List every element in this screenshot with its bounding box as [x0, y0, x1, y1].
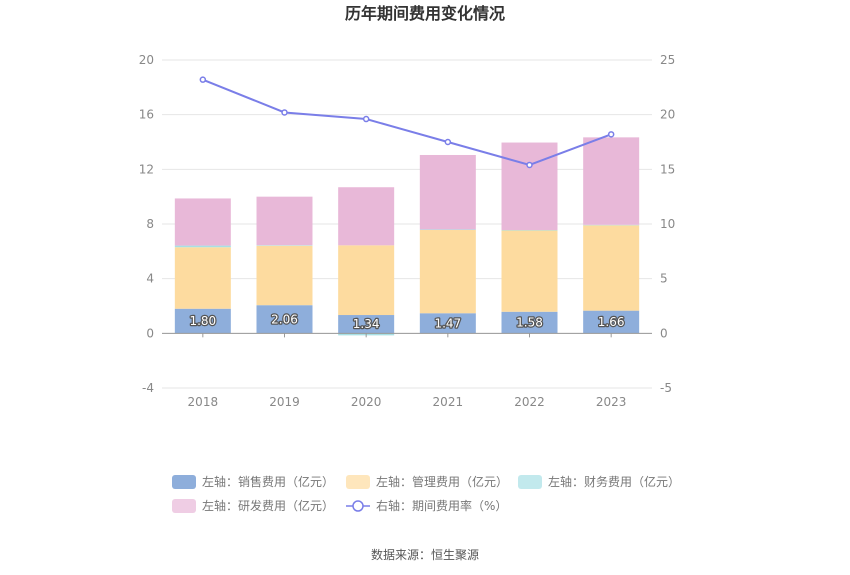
bar-data-label: 1.58	[516, 316, 543, 330]
legend-label: 左轴：研发费用（亿元）	[202, 498, 334, 513]
legend-swatch	[172, 475, 196, 489]
line-point	[444, 138, 452, 146]
bar-segment	[501, 311, 558, 334]
grid-layer	[162, 59, 652, 389]
left-axis-tick-label: -4	[142, 381, 154, 395]
bar-segment	[174, 308, 231, 334]
axis-layer: -4 0 4 8 12 16 20 -5 0 5 10 15 20 25 2018 2019 2020 2021 2…	[139, 53, 676, 409]
line-point	[281, 109, 288, 116]
x-axis-tick-label: 2023	[596, 395, 627, 409]
bar-segment	[338, 187, 395, 246]
legend-swatch	[172, 499, 196, 513]
left-axis-tick-label: 20	[139, 53, 154, 67]
left-axis-tick-label: 4	[146, 272, 154, 286]
bar-data-label: 1.80	[189, 314, 216, 328]
right-axis-tick-label: 0	[660, 326, 668, 340]
bar-segment	[419, 229, 476, 230]
legend-swatch	[346, 475, 370, 489]
bar-segment	[501, 230, 558, 312]
legend-label: 右轴：期间费用率（%）	[376, 498, 507, 513]
right-axis-tick-label: 5	[660, 272, 668, 286]
left-axis-tick-label: 8	[146, 217, 154, 231]
x-axis-tick-label: 2021	[433, 395, 464, 409]
labels-layer: 1.80 2.06 1.34 1.47 1.58 1.66	[188, 311, 626, 332]
legend-label: 左轴：财务费用（亿元）	[548, 474, 680, 489]
line-layer	[199, 76, 615, 169]
line-point	[526, 161, 533, 169]
chart-title: 历年期间费用变化情况	[345, 4, 505, 23]
bar-segment	[419, 313, 476, 334]
bar-segment	[174, 247, 231, 309]
right-axis-tick-label: -5	[660, 381, 672, 395]
right-axis-tick-label: 15	[660, 162, 675, 176]
x-axis-tick-label: 2019	[269, 395, 300, 409]
bar-segment	[583, 137, 640, 225]
bar-segment	[501, 230, 558, 231]
right-axis-tick-label: 25	[660, 53, 675, 67]
line-point	[607, 131, 615, 138]
bar-segment	[256, 245, 313, 306]
series-line	[202, 78, 612, 167]
bar-data-label: 2.06	[271, 312, 298, 326]
bar-segment	[419, 154, 476, 230]
bar-segment	[583, 225, 640, 311]
bar-segment	[338, 245, 395, 316]
right-axis-tick-label: 10	[660, 217, 675, 231]
legend-label: 左轴：销售费用（亿元）	[202, 474, 334, 489]
left-axis-tick-label: 0	[146, 326, 154, 340]
x-axis-tick-label: 2022	[514, 395, 545, 409]
bar-segment	[583, 310, 640, 334]
line-point	[199, 76, 207, 83]
left-axis-tick-label: 12	[139, 162, 154, 176]
bar-segment	[583, 224, 640, 226]
bar-segment	[256, 196, 313, 246]
line-point	[362, 115, 370, 123]
bar-segment	[501, 142, 558, 231]
legend-label: 左轴：管理费用（亿元）	[376, 474, 508, 489]
legend-marker	[352, 500, 364, 512]
bar-data-label: 1.34	[353, 317, 380, 331]
bar-segment	[174, 198, 231, 246]
bars-layer	[174, 137, 640, 336]
bar-segment	[419, 229, 476, 314]
bar-data-label: 1.47	[434, 316, 461, 330]
x-axis-tick-label: 2018	[188, 395, 219, 409]
source-note: 数据来源：恒生聚源	[371, 547, 479, 562]
left-axis-tick-label: 16	[139, 108, 154, 122]
x-axis-tick-label: 2020	[351, 395, 382, 409]
legend-swatch	[518, 475, 542, 489]
right-axis-tick-label: 20	[660, 108, 675, 122]
legend: 左轴：销售费用（亿元） 左轴：管理费用（亿元） 左轴：财务费用（亿元） 左轴：研发费用…	[172, 474, 680, 513]
bar-segment	[256, 305, 313, 334]
bar-segment	[338, 315, 395, 334]
bar-segment	[174, 245, 231, 248]
bar-data-label: 1.66	[598, 315, 625, 329]
bar-segment	[256, 245, 313, 246]
